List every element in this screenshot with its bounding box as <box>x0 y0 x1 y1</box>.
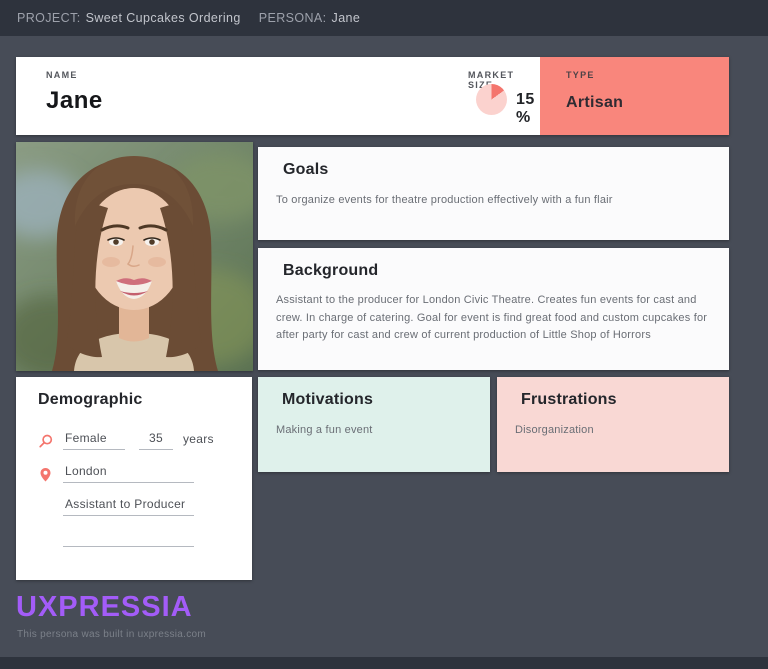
frustrations-text[interactable]: Disorganization <box>515 424 594 436</box>
location-row: London <box>38 464 232 483</box>
project-value: Sweet Cupcakes Ordering <box>85 11 241 25</box>
location-pin-icon <box>40 468 51 482</box>
goals-text[interactable]: To organize events for theatre productio… <box>276 194 613 206</box>
extra-field[interactable] <box>63 530 194 547</box>
demographic-title: Demographic <box>38 391 143 408</box>
age-field[interactable]: 35 <box>139 431 173 450</box>
background-text[interactable]: Assistant to the producer for London Civ… <box>276 294 708 342</box>
name-block: NAME Jane <box>16 57 316 135</box>
occupation-field[interactable]: Assistant to Producer <box>63 497 194 516</box>
goals-title: Goals <box>283 161 329 178</box>
footer-tagline: This persona was built in uxpressia.com <box>17 629 206 640</box>
persona-label: PERSONA: <box>258 11 327 25</box>
type-block: TYPE Artisan <box>540 57 729 135</box>
gender-field[interactable]: Female <box>63 431 125 450</box>
uxpressia-logo[interactable]: UXPRESSIA <box>16 591 193 623</box>
gender-icon <box>39 434 53 448</box>
market-size-label: MARKET SIZE <box>468 70 515 90</box>
market-size-block: MARKET SIZE 15 % <box>316 57 540 135</box>
motivations-title: Motivations <box>282 391 374 408</box>
persona-photo-illustration <box>16 142 253 371</box>
background-title: Background <box>283 262 379 279</box>
name-label: NAME <box>46 70 78 80</box>
project-label: PROJECT: <box>17 11 81 25</box>
age-suffix: years <box>183 432 214 446</box>
goals-section: Goals To organize events for theatre pro… <box>258 147 729 240</box>
persona-photo[interactable] <box>16 142 253 371</box>
top-bar: PROJECT: Sweet Cupcakes Ordering PERSONA… <box>0 0 768 36</box>
motivations-text[interactable]: Making a fun event <box>276 424 373 436</box>
type-label: TYPE <box>566 70 595 80</box>
gender-age-row: Female 35 years <box>38 431 232 450</box>
persona-header-card: NAME Jane MARKET SIZE 15 % TYPE Artisan <box>16 57 729 135</box>
frustrations-section: Frustrations Disorganization <box>497 377 729 472</box>
market-size-value[interactable]: 15 % <box>516 91 535 126</box>
type-value[interactable]: Artisan <box>566 94 624 111</box>
persona-name[interactable]: Jane <box>46 87 103 114</box>
occupation-row: Assistant to Producer <box>38 497 232 516</box>
location-field[interactable]: London <box>63 464 194 483</box>
background-section: Background Assistant to the producer for… <box>258 248 729 370</box>
bottom-bar <box>0 657 768 669</box>
motivations-section: Motivations Making a fun event <box>258 377 490 472</box>
persona-value: Jane <box>331 11 361 25</box>
frustrations-title: Frustrations <box>521 391 617 408</box>
extra-row <box>38 530 232 547</box>
market-size-pie[interactable] <box>476 84 507 115</box>
demographic-section: Demographic Female 35 years London Assis… <box>16 377 252 580</box>
